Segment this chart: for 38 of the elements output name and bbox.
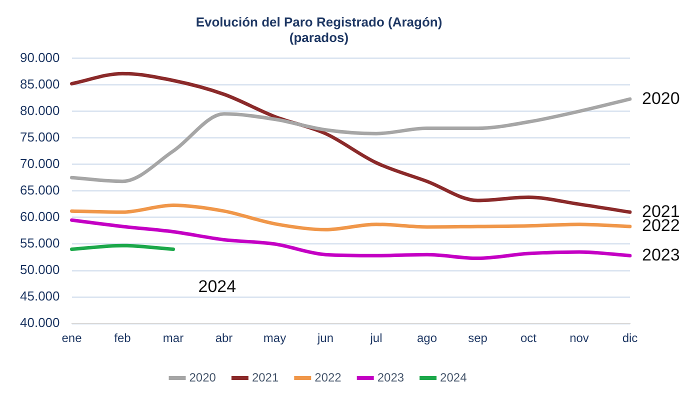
x-tick-label: oct bbox=[520, 331, 538, 346]
x-tick-label: ago bbox=[416, 331, 438, 346]
text: 2022 bbox=[642, 216, 680, 236]
line-series bbox=[70, 218, 632, 260]
y-tick-label: 40.000 bbox=[20, 315, 60, 330]
x-tick-label: feb bbox=[114, 331, 132, 346]
chart-subtitle: (parados) bbox=[289, 30, 349, 45]
chart-title: Evolución del Paro Registrado (Aragón) bbox=[196, 14, 442, 30]
y-tick-label: 70.000 bbox=[20, 156, 60, 171]
y-tick-label: 85.000 bbox=[20, 76, 60, 92]
y-tick-label: 65.000 bbox=[20, 182, 60, 198]
legend-label: 2021 bbox=[252, 370, 279, 384]
x-tick-label: nov bbox=[570, 331, 589, 346]
y-tick-label: 50.000 bbox=[20, 262, 60, 278]
text: 2020 bbox=[642, 88, 680, 108]
y-tick-label: 80.000 bbox=[20, 102, 60, 118]
legend-label: 2023 bbox=[377, 370, 404, 384]
y-tick-label: 90.000 bbox=[20, 50, 60, 65]
y-tick-label: 75.000 bbox=[20, 129, 60, 144]
x-tick-label: dic bbox=[622, 331, 638, 346]
x-tick-label: may bbox=[263, 331, 286, 346]
x-tick-label: jun bbox=[316, 331, 334, 346]
text: 2023 bbox=[642, 245, 680, 264]
y-tick-label: 45.000 bbox=[20, 288, 60, 304]
legend-label: 2022 bbox=[314, 370, 342, 384]
line-series bbox=[70, 203, 632, 232]
x-tick-label: ene bbox=[62, 331, 82, 346]
legend-label: 2020 bbox=[189, 370, 216, 384]
line-series bbox=[70, 72, 632, 214]
y-tick-label: 60.000 bbox=[20, 209, 60, 224]
text: 2024 bbox=[198, 276, 236, 296]
line-series bbox=[70, 97, 632, 184]
x-tick-label: abr bbox=[215, 331, 233, 346]
x-tick-label: sep bbox=[468, 331, 488, 346]
legend-label: 2024 bbox=[440, 370, 468, 384]
x-tick-label: mar bbox=[162, 331, 184, 346]
y-tick-label: 55.000 bbox=[20, 236, 60, 251]
x-tick-label: jul bbox=[369, 331, 382, 346]
